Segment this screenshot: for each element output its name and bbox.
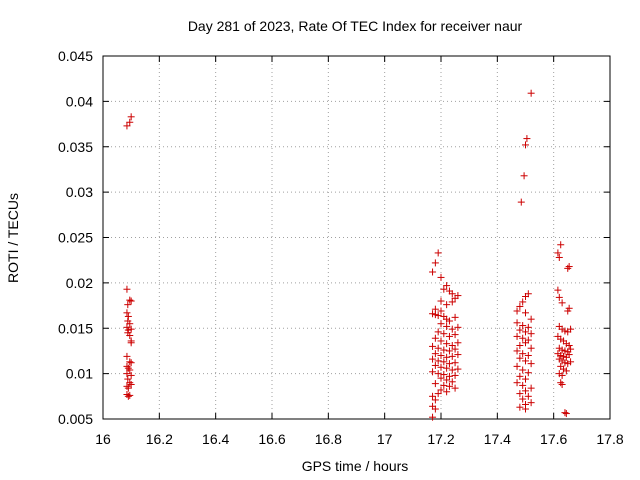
y-tick-label: 0.035: [58, 139, 93, 155]
x-tick-label: 17.8: [596, 431, 623, 447]
y-tick-label: 0.015: [58, 320, 93, 336]
y-tick-label: 0.03: [66, 184, 93, 200]
chart-background: [0, 0, 640, 480]
roti-scatter-chart: 16 16.2 16.4 16.6 16.8 17 17.2 17.4 17.6 17.8 0.0…: [0, 0, 640, 480]
y-tick-label: 0.005: [58, 411, 93, 427]
y-tick-label: 0.02: [66, 275, 93, 291]
chart-title: Day 281 of 2023, Rate Of TEC Index for r…: [188, 18, 523, 34]
x-tick-label: 17.2: [427, 431, 454, 447]
x-tick-label: 17: [377, 431, 393, 447]
x-tick-label: 16.4: [202, 431, 229, 447]
x-tick-label: 16.2: [146, 431, 173, 447]
x-tick-label: 17.6: [540, 431, 567, 447]
x-tick-label: 16.6: [258, 431, 285, 447]
x-axis-label: GPS time / hours: [302, 458, 409, 474]
y-tick-label: 0.01: [66, 366, 93, 382]
y-tick-label: 0.045: [58, 48, 93, 64]
y-axis-label: ROTI / TECUs: [5, 193, 21, 283]
x-tick-label: 16: [95, 431, 111, 447]
x-tick-label: 17.4: [484, 431, 511, 447]
y-tick-label: 0.025: [58, 230, 93, 246]
x-tick-label: 16.8: [315, 431, 342, 447]
y-tick-label: 0.04: [66, 93, 93, 109]
